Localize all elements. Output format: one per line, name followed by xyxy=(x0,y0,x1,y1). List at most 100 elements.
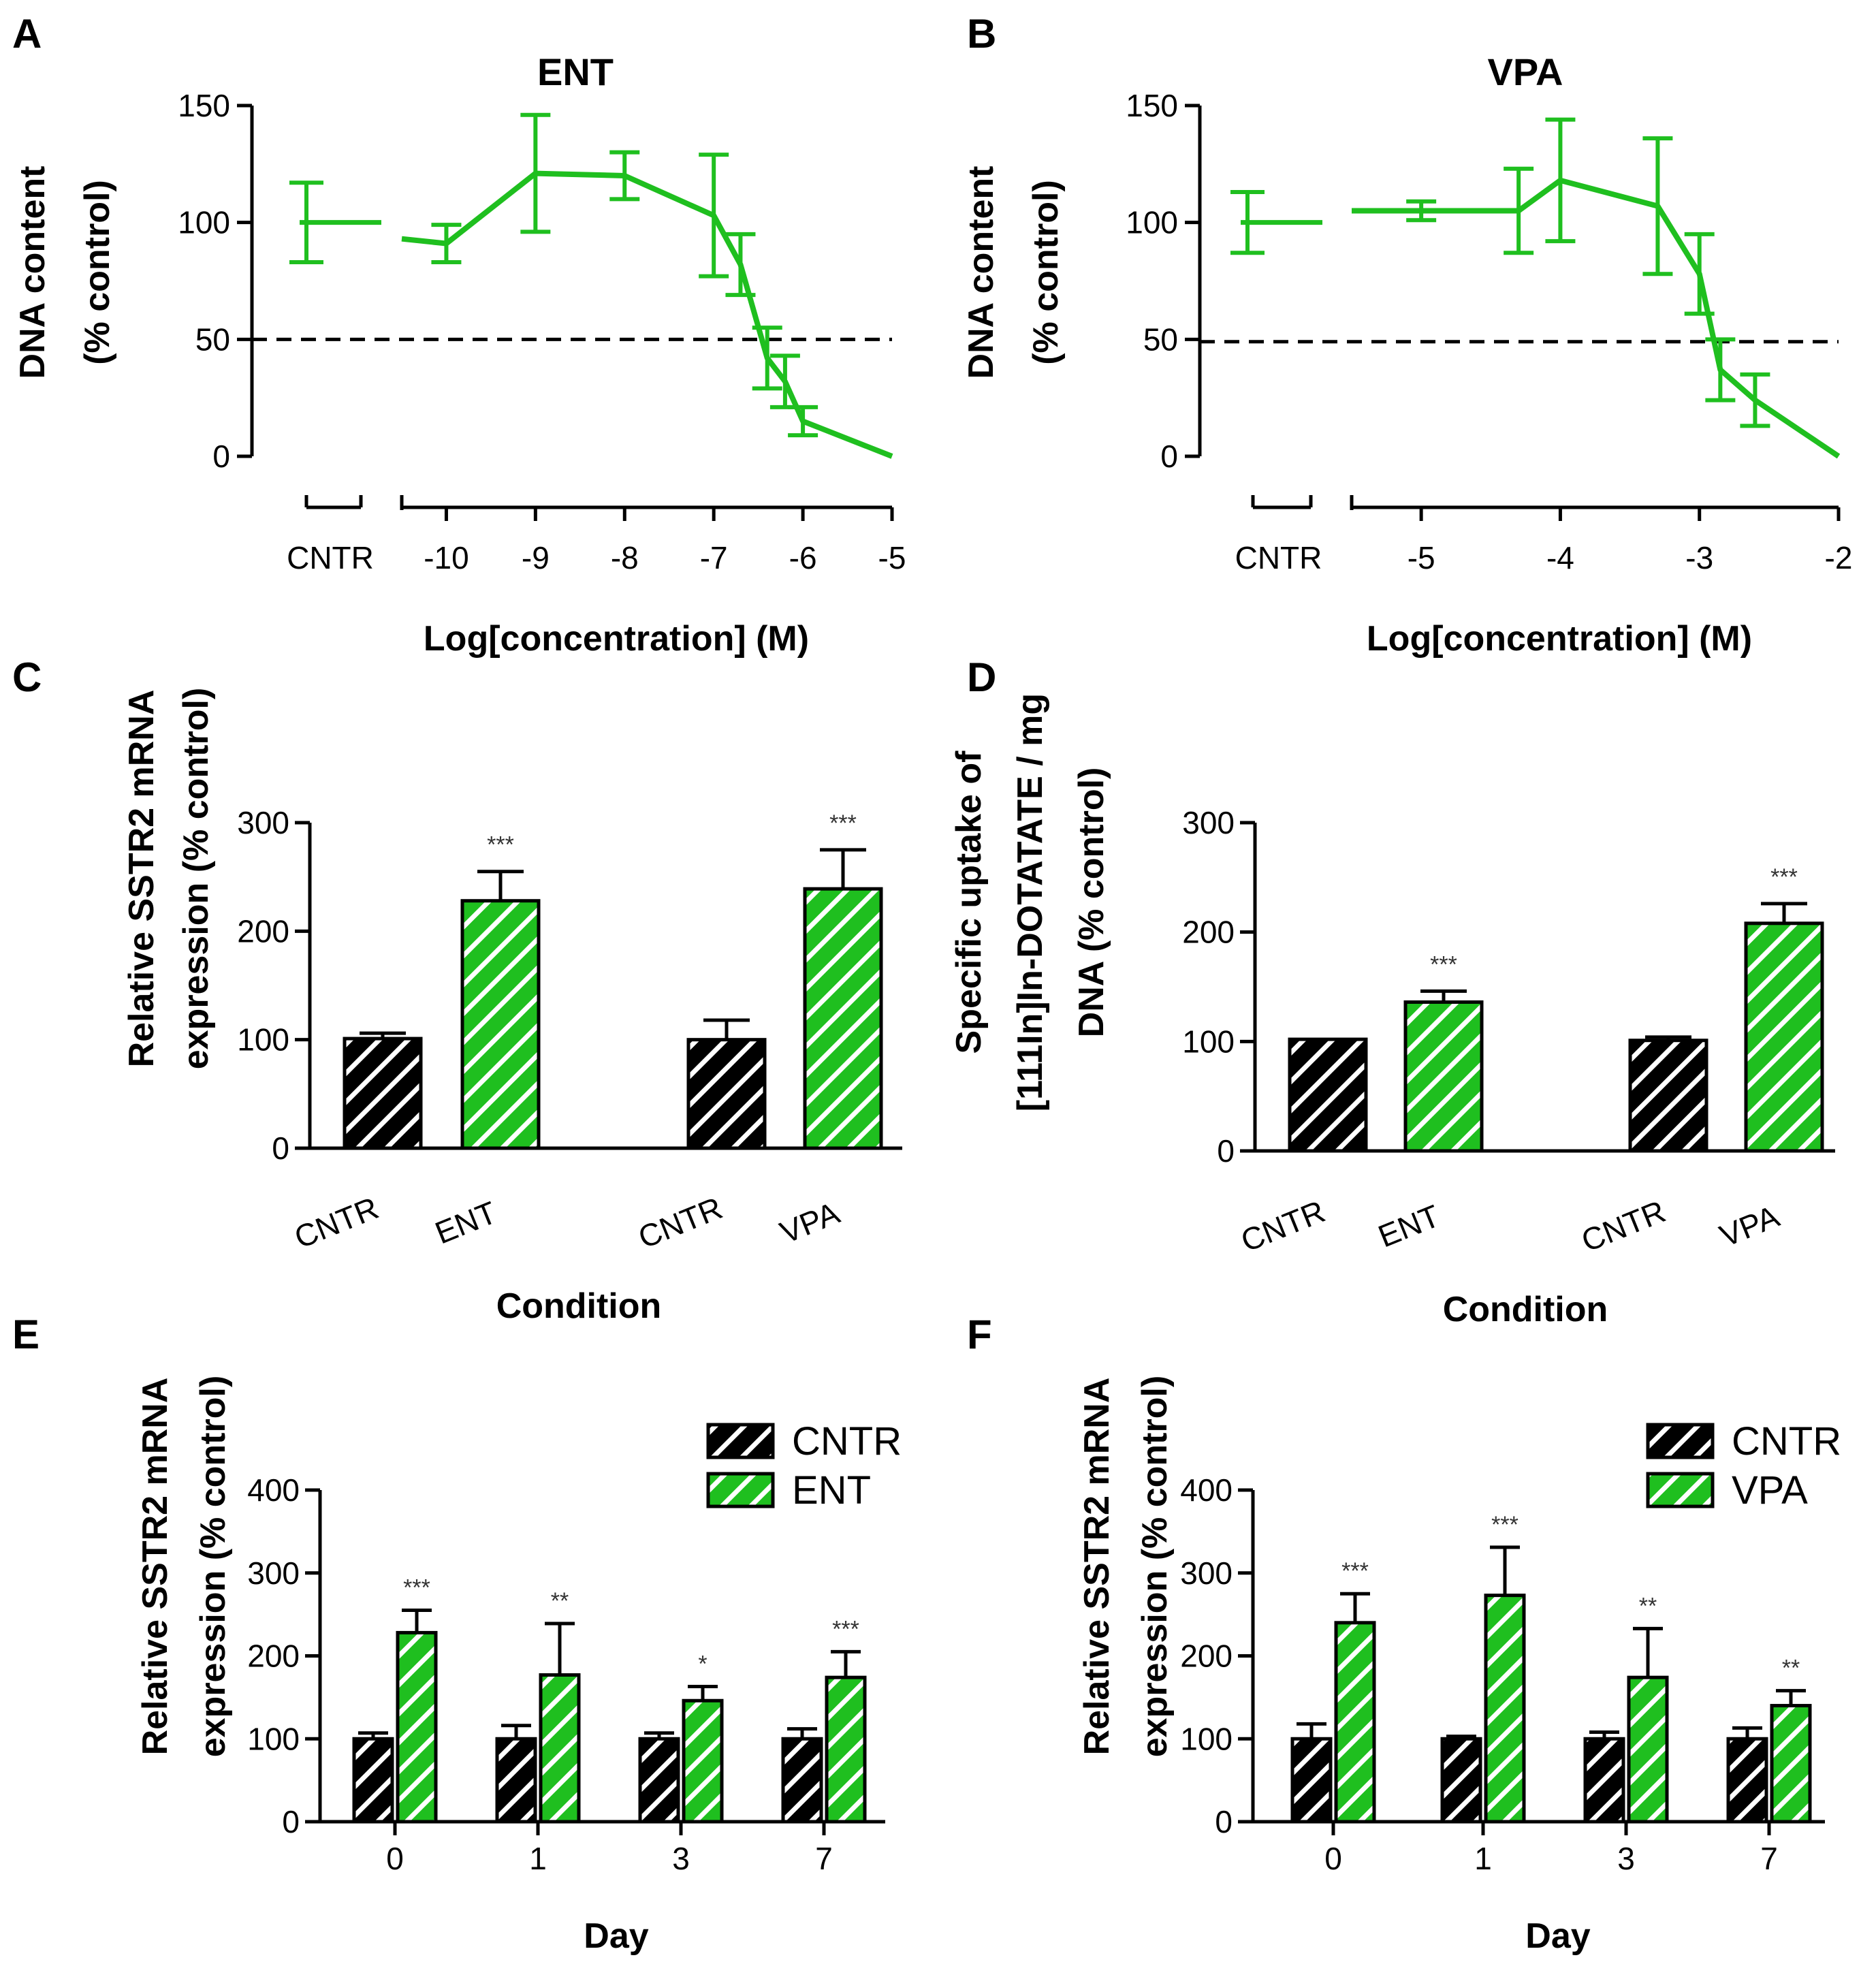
bar xyxy=(343,1037,423,1150)
x-tick-label: 3 xyxy=(1617,1841,1635,1876)
y-tick-label: 300 xyxy=(1180,1555,1233,1591)
panel-letter: D xyxy=(967,654,996,700)
bar-vpa-day-1: *** xyxy=(1484,1512,1526,1824)
x-tick-label: CNTR xyxy=(289,1190,383,1255)
y-axis-label: Relative SSTR2 mRNA xyxy=(1077,1378,1117,1756)
bar-vpa-day-0: *** xyxy=(1334,1558,1376,1824)
legend-label: ENT xyxy=(792,1468,871,1513)
panel-letter: A xyxy=(12,11,42,57)
bar xyxy=(1627,1675,1669,1824)
panel-letter: B xyxy=(967,11,996,57)
x-tick-label: ENT xyxy=(430,1194,502,1251)
bar-cntr-day-0 xyxy=(1290,1722,1333,1824)
y-tick-label: 0 xyxy=(212,439,230,474)
data-point xyxy=(788,405,818,438)
y-tick-label: 0 xyxy=(1217,1133,1235,1169)
bar-cntr-day-7 xyxy=(1726,1726,1768,1824)
data-point xyxy=(609,150,640,202)
y-tick-label: 300 xyxy=(1182,805,1235,840)
x-axis-label: Condition xyxy=(496,1286,662,1326)
bar-cntr-day-0 xyxy=(352,1731,394,1824)
x-tick-label: ENT xyxy=(1373,1198,1445,1254)
bar-ent: *** xyxy=(1403,951,1484,1153)
series-line xyxy=(401,170,893,459)
bar-ent-day-3: * xyxy=(682,1651,724,1824)
y-axis-label: expression (% control) xyxy=(176,688,216,1070)
bar-ent-day-7: *** xyxy=(825,1616,867,1824)
data-point xyxy=(520,112,551,234)
data-point xyxy=(1504,166,1534,255)
y-axis-label: (% control) xyxy=(1026,180,1066,365)
y-axis-label: Specific uptake of xyxy=(949,750,989,1054)
panel-a: A ENT 0 50 100 150 DNA content (% control) CNTR -… xyxy=(12,11,906,659)
y-tick-label: 150 xyxy=(1126,88,1178,123)
bar xyxy=(1484,1594,1526,1824)
legend-swatch xyxy=(1646,1423,1715,1459)
y-tick-label: 200 xyxy=(247,1639,300,1674)
y-tick-label: 200 xyxy=(1180,1639,1233,1674)
bar xyxy=(682,1698,724,1824)
x-tick-label-control: CNTR xyxy=(1235,540,1322,575)
y-tick-label: 100 xyxy=(237,1022,289,1058)
panel-c: C 0 100 200 300 Relative SSTR2 mRNA expression… xyxy=(12,654,902,1326)
x-axis-label: Condition xyxy=(1443,1290,1608,1329)
x-axis-label: Log[concentration] (M) xyxy=(1367,619,1752,659)
x-tick-label: CNTR xyxy=(1236,1193,1330,1259)
bar xyxy=(396,1630,438,1824)
significance-label: *** xyxy=(1430,951,1457,977)
significance-label: *** xyxy=(487,832,514,858)
bar xyxy=(352,1737,394,1824)
x-tick-label: 0 xyxy=(386,1841,404,1876)
x-axis-label: Day xyxy=(1525,1916,1590,1956)
panel-letter: E xyxy=(12,1312,39,1357)
significance-label: ** xyxy=(1639,1593,1657,1619)
bar-cntr-day-3 xyxy=(1583,1730,1625,1824)
y-tick-label: 300 xyxy=(237,805,289,840)
y-axis-label: DNA content xyxy=(961,166,1001,379)
significance-label: *** xyxy=(403,1575,430,1601)
x-tick-label: -5 xyxy=(878,540,906,575)
x-tick-label: -6 xyxy=(789,540,817,575)
data-point xyxy=(1684,232,1715,316)
bar xyxy=(803,887,883,1150)
legend-label: CNTR xyxy=(792,1419,902,1463)
y-tick-label: 100 xyxy=(247,1721,300,1756)
bar xyxy=(781,1737,823,1824)
x-tick-label: VPA xyxy=(1715,1198,1784,1254)
x-tick-label: 3 xyxy=(672,1841,690,1876)
x-tick-label: -5 xyxy=(1408,540,1435,575)
legend-swatch xyxy=(706,1423,775,1459)
panel-f: F 0 100 200 300 400 Relative SSTR2 mRNA express… xyxy=(967,1312,1841,1956)
x-tick-label: 0 xyxy=(1324,1841,1342,1876)
x-tick-label: 7 xyxy=(815,1841,833,1876)
significance-label: *** xyxy=(1491,1512,1519,1538)
x-tick-label: 1 xyxy=(529,1841,547,1876)
legend-label: VPA xyxy=(1732,1468,1808,1513)
bar-ent-day-0: *** xyxy=(396,1575,438,1824)
bar-vpa-day-7: ** xyxy=(1770,1656,1812,1824)
y-tick-label: 400 xyxy=(1180,1472,1233,1508)
y-tick-label: 100 xyxy=(178,205,230,240)
significance-label: *** xyxy=(1770,864,1798,890)
legend-label: CNTR xyxy=(1732,1419,1841,1463)
x-tick-label: CNTR xyxy=(1576,1193,1670,1259)
y-axis-label: (% control) xyxy=(78,180,117,365)
significance-label: *** xyxy=(832,1616,859,1642)
bar-cntr-day-7 xyxy=(781,1727,823,1824)
y-tick-label: 100 xyxy=(1180,1721,1233,1756)
legend-swatch xyxy=(1646,1472,1715,1508)
x-tick-label: CNTR xyxy=(633,1190,727,1255)
bar-cntr xyxy=(1288,1037,1368,1153)
x-axis-label: Log[concentration] (M) xyxy=(424,619,809,659)
y-axis-label: expression (% control) xyxy=(193,1376,233,1758)
significance-label: *** xyxy=(829,810,857,836)
y-tick-label: 0 xyxy=(272,1130,289,1166)
panel-letter: F xyxy=(967,1312,992,1357)
legend-swatch xyxy=(706,1472,775,1508)
bar xyxy=(1288,1037,1368,1153)
y-axis-label: DNA (% control) xyxy=(1072,768,1111,1038)
bar xyxy=(1334,1621,1376,1824)
bar-vpa: *** xyxy=(803,810,883,1150)
x-tick-label: -7 xyxy=(700,540,728,575)
bar xyxy=(539,1673,581,1824)
